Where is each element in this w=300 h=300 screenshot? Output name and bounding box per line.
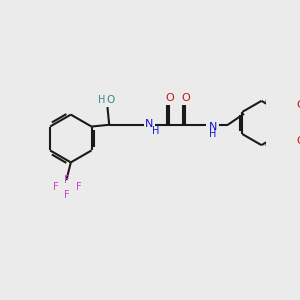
Text: F: F (64, 175, 70, 185)
Text: H: H (209, 129, 217, 139)
Text: H: H (98, 95, 106, 105)
Text: N: N (145, 119, 153, 129)
Text: O: O (165, 93, 174, 103)
Text: O: O (106, 95, 114, 105)
Text: F: F (64, 190, 70, 200)
Text: O: O (297, 136, 300, 146)
Text: F: F (76, 182, 82, 192)
Text: O: O (297, 100, 300, 110)
Text: H: H (152, 126, 160, 136)
Text: O: O (181, 93, 190, 103)
Text: F: F (53, 182, 58, 192)
Text: N: N (208, 122, 217, 131)
